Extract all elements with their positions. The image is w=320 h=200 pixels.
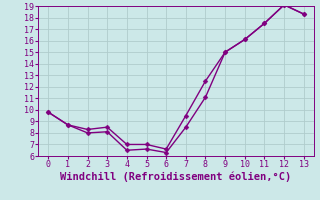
X-axis label: Windchill (Refroidissement éolien,°C): Windchill (Refroidissement éolien,°C) xyxy=(60,172,292,182)
